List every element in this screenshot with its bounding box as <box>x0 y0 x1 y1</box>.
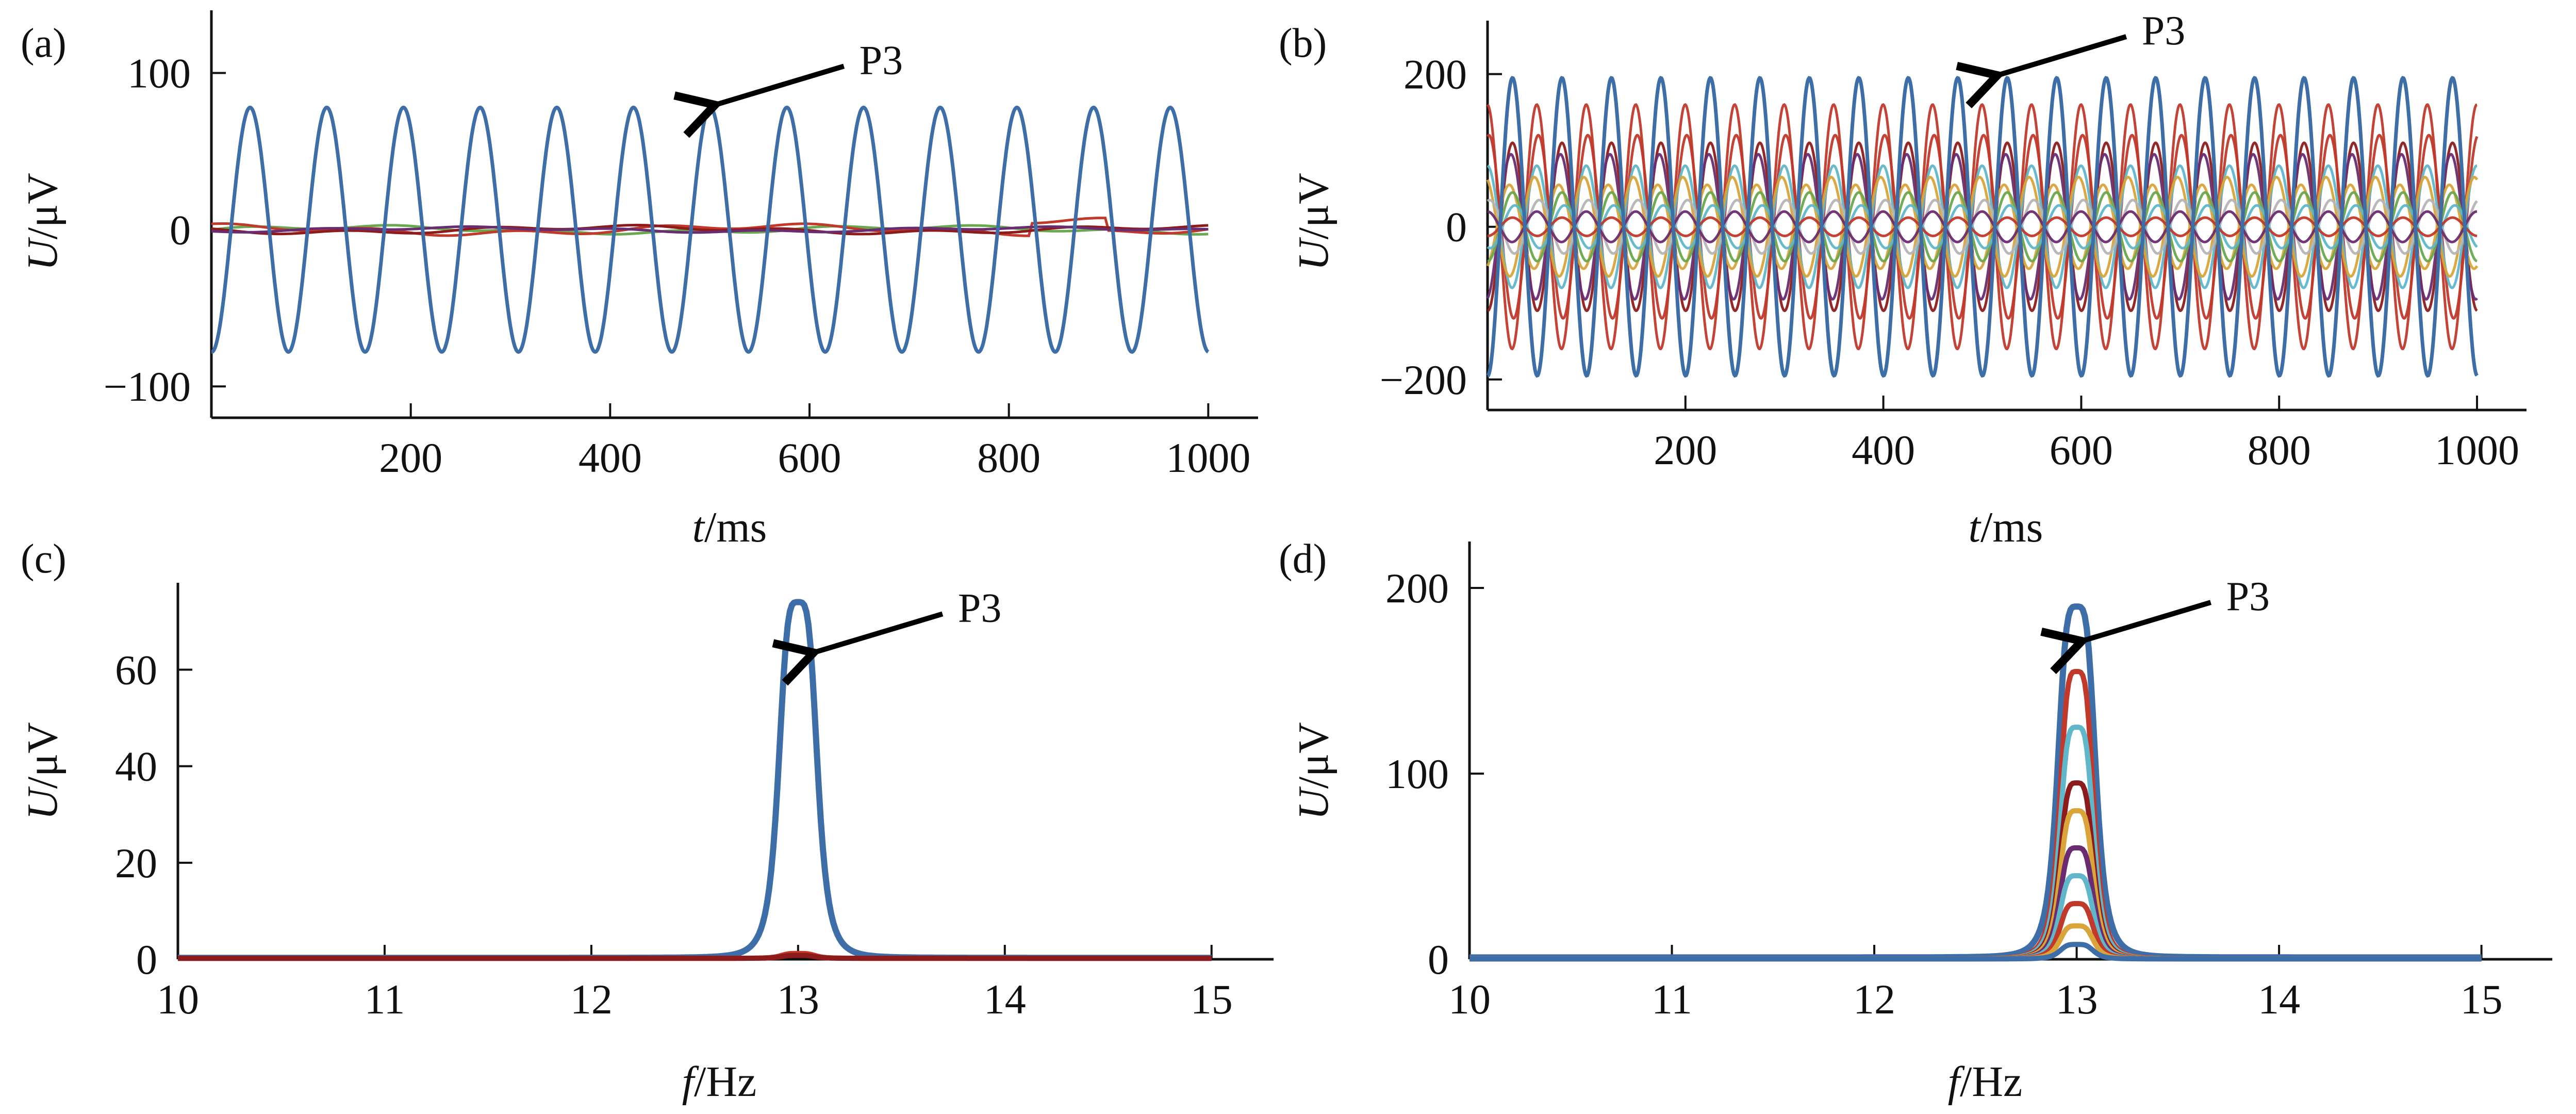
x-tick-label: 11 <box>364 976 405 1023</box>
y-axis-label: U/μV <box>1290 173 1337 271</box>
annotation-arrow <box>1956 34 2127 108</box>
x-tick-label: 400 <box>1852 427 1915 473</box>
spectrum-line <box>1468 669 2482 962</box>
y-tick-label: 20 <box>115 840 157 887</box>
annotation-label: P3 <box>2142 8 2186 54</box>
spectrum-line <box>1468 901 2482 962</box>
series-line <box>1487 103 2478 351</box>
y-axis-label: U/μV <box>19 173 67 271</box>
x-tick-label: 800 <box>977 434 1041 481</box>
y-tick-label: 100 <box>1385 750 1449 797</box>
annotation-label: P3 <box>2226 574 2270 619</box>
x-tick-label: 1000 <box>2435 427 2519 473</box>
y-tick-label: 0 <box>170 206 191 253</box>
highlight-series-line <box>1487 76 2479 378</box>
spectrum-line <box>1468 808 2482 962</box>
y-tick-label: 200 <box>1403 51 1467 98</box>
spectrum-line <box>177 953 1212 961</box>
y-tick-label: 100 <box>127 50 191 97</box>
chart-panel-b: 200 400 600 800 1000 −200 0 200 t/ms U/μV P3 <box>1290 8 2527 551</box>
x-tick-label: 12 <box>570 976 613 1023</box>
panel-label-d: (d) <box>1279 536 1327 582</box>
highlight-spectrum-line <box>177 599 1213 961</box>
x-tick-label: 200 <box>1654 427 1717 473</box>
spectrum-line <box>1468 780 2482 962</box>
series-line <box>1486 134 2479 320</box>
x-tick-label: 14 <box>984 976 1026 1023</box>
x-tick-label: 13 <box>777 976 819 1023</box>
y-tick-label: 0 <box>1446 204 1467 251</box>
x-tick-label: 600 <box>2050 427 2113 473</box>
annotation-label: P3 <box>958 585 1002 631</box>
annotation-label: P3 <box>860 38 903 83</box>
x-axis-label: t/ms <box>692 503 767 551</box>
x-tick-label: 10 <box>1448 976 1491 1023</box>
spectrum-line <box>1468 873 2482 962</box>
annotation-arrow <box>673 63 845 138</box>
x-tick-label: 600 <box>778 434 841 481</box>
y-tick-label: 0 <box>136 936 157 983</box>
panel-label-c: (c) <box>21 536 67 582</box>
series-line <box>1486 183 2479 270</box>
y-tick-label: −100 <box>104 363 191 410</box>
panel-label-b: (b) <box>1279 21 1327 66</box>
x-tick-label: 1000 <box>1166 434 1250 481</box>
y-axis-label: U/μV <box>19 722 67 820</box>
series-line <box>1487 216 2478 238</box>
highlight-spectrum-line <box>1468 603 2483 961</box>
x-tick-label: 400 <box>579 434 642 481</box>
noise-line <box>211 225 1209 234</box>
x-tick-label: 11 <box>1652 976 1692 1023</box>
chart-panel-d: 10 11 12 13 14 15 0 100 200 f/Hz U/μV P3 <box>1290 542 2552 1106</box>
x-tick-label: 12 <box>1853 976 1895 1023</box>
x-tick-label: 200 <box>379 434 442 481</box>
series-line <box>1487 210 2478 243</box>
y-tick-label: 60 <box>115 646 157 693</box>
y-axis-label: U/μV <box>1290 722 1337 820</box>
spectrum-line <box>1468 942 2482 962</box>
panel-label-a: (a) <box>21 21 67 66</box>
series-line <box>1487 141 2478 313</box>
x-axis-label: t/ms <box>1969 503 2043 551</box>
spectrum-line <box>1468 845 2482 962</box>
series-line <box>1486 153 2478 301</box>
x-tick-label: 15 <box>2461 976 2503 1023</box>
y-tick-label: 0 <box>1428 936 1449 983</box>
chart-panel-a: 200 400 600 800 1000 −100 0 100 t/ms U/μV P3 <box>19 10 1258 551</box>
x-tick-label: 13 <box>2056 976 2098 1023</box>
x-tick-label: 800 <box>2248 427 2311 473</box>
x-tick-label: 15 <box>1191 976 1233 1023</box>
chart-panel-c: 10 11 12 13 14 15 0 20 40 60 f/Hz U/μV P3 <box>19 583 1274 1106</box>
y-tick-label: −200 <box>1380 356 1467 403</box>
spectrum-line <box>1468 725 2482 962</box>
series-line <box>1487 164 2478 289</box>
x-tick-label: 10 <box>157 976 199 1023</box>
x-axis-label: f/Hz <box>682 1058 757 1106</box>
x-axis-label: f/Hz <box>1948 1058 2023 1106</box>
annotation-arrow <box>2040 600 2212 674</box>
x-tick-label: 14 <box>2258 976 2300 1023</box>
y-tick-label: 200 <box>1385 565 1449 612</box>
noise-line <box>211 223 1209 236</box>
y-tick-label: 40 <box>115 743 157 790</box>
annotation-arrow <box>772 611 944 686</box>
